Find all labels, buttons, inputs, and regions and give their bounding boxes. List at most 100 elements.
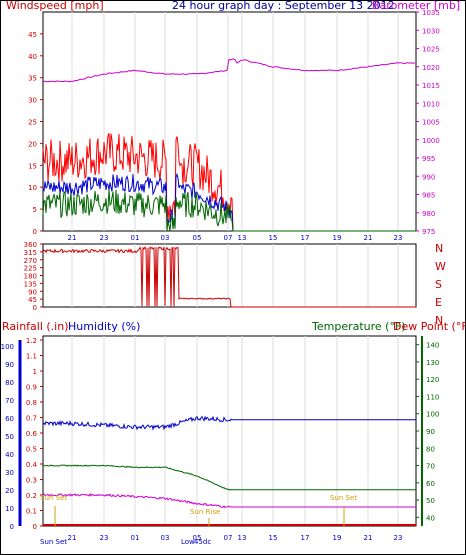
panel2-compass-letter: S [435,278,442,291]
panel2-frame [42,243,417,308]
temp-tick: 60 [426,480,435,488]
panel3-xtick: 23 [394,534,403,542]
temp-tick: 90 [426,428,435,436]
panel1-xtick: 01 [131,234,140,242]
panel1-xtick: 23 [394,234,403,242]
panel1-right-tick: 1035 [422,9,440,17]
rain-tick: 0.1 [26,508,37,516]
panel3-xtick: 13 [238,534,247,542]
panel1-frame [42,11,417,232]
humidity-tick: 20 [5,487,14,495]
panel1-right-tick: 1030 [422,27,440,35]
panel2-compass-letter: N [435,314,443,327]
panel3-xtick: 17 [301,534,310,542]
humidity-tick: 10 [5,505,14,513]
panel1-left-tick: 10 [28,184,37,192]
temp-tick: 140 [426,342,439,350]
panel3-xtick: 07 [224,534,233,542]
panel3-xtick: 03 [161,534,170,542]
rainfall-label: Rainfall (.in) [2,320,69,333]
panel3-frame [42,335,417,527]
panel1-right-tick: 990 [422,173,435,181]
panel1-xtick: 23 [100,234,109,242]
panel2-left-tick: 270 [24,257,37,265]
panel1-right-tick: 1005 [422,119,440,127]
rain-tick: 0.5 [26,446,37,454]
rain-tick: 0.3 [26,477,37,485]
wind-series-2 [42,189,416,232]
wind-direction-line [42,246,416,308]
sunset-marker-label-2: Sun Set [330,494,358,502]
panel1-right-tick: 975 [422,228,435,236]
humidity-tick: 70 [5,397,14,405]
panel2-left-tick: 90 [28,288,37,296]
sunset-marker-label-1: Sun Set [40,494,68,502]
panel1-xtick: 15 [269,234,278,242]
panel1-left-tick: 15 [28,162,37,170]
rain-tick: 1 [33,368,37,376]
panel2-left-tick: 45 [28,296,37,304]
rain-tick: 0.7 [26,415,37,423]
humidity-tick: 60 [5,415,14,423]
humidity-label: Humidity (%) [68,320,141,333]
panel1-left-tick: 25 [28,119,37,127]
barometer-title: Barometer [mb] [372,0,461,12]
chart-title: 24 hour graph day : September 13 2012 [172,0,395,12]
rain-tick: 0 [33,523,37,531]
humidity-tick: 100 [1,343,14,351]
panel2-left-tick: 180 [24,273,37,281]
panel1-right-tick: 995 [422,155,435,163]
panel1-left-tick: 40 [28,53,37,61]
panel2-left-tick: 315 [24,249,37,257]
panel2-compass-letter: W [435,260,446,273]
panel1-right-tick: 985 [422,192,435,200]
rain-tick: 1.2 [26,337,37,345]
panel3-xtick: 23 [100,534,109,542]
windspeed-title: Windspeed [mph] [6,0,104,12]
rain-tick: 0.8 [26,399,37,407]
rain-tick: 1.1 [26,353,37,361]
humidity-tick: 30 [5,469,14,477]
temp-tick: 130 [426,359,439,367]
panel1-right-tick: 1015 [422,82,440,90]
temp-tick: 120 [426,376,439,384]
panel3-xtick: 21 [364,534,373,542]
dewpoint-label: Dew Point (°F) [393,320,466,333]
rain-tick: 0.2 [26,492,37,500]
panel2-compass-letter: E [435,296,442,309]
panel1-xtick: 07 [224,234,233,242]
panel1-xtick: 17 [301,234,310,242]
panel1-xtick: 21 [68,234,77,242]
panel3-xtick: 05 [193,534,202,542]
humidity-tick: 80 [5,379,14,387]
bottom-low-label: Low [181,538,195,546]
panel2-left-tick: 0 [33,304,37,312]
panel1-xtick: 03 [161,234,170,242]
humidity-tick: 90 [5,361,14,369]
panel1-right-tick: 1000 [422,137,440,145]
humidity-tick: 50 [5,433,14,441]
humidity-tick: 0 [10,523,14,531]
panel1-xtick: 19 [333,234,342,242]
panel3-xtick: 15 [269,534,278,542]
panel1-left-tick: 20 [28,140,37,148]
panel1-left-tick: 0 [33,228,37,236]
temp-tick: 110 [426,393,439,401]
humidity-line [42,415,416,431]
panel1-right-tick: 1010 [422,100,440,108]
panel1-left-tick: 35 [28,75,37,83]
panel2-compass-letter: N [435,242,443,255]
temp-tick: 40 [426,514,435,522]
panel1-left-tick: 5 [33,206,37,214]
rain-tick: 0.9 [26,384,37,392]
panel1-xtick: 13 [238,234,247,242]
rain-tick: 0.4 [26,461,38,469]
panel1-xtick: 21 [364,234,373,242]
temp-tick: 100 [426,411,439,419]
panel3-xtick: 19 [333,534,342,542]
panel1-right-tick: 980 [422,210,435,218]
temperature-label: Temperature (°F) [312,320,406,333]
panel1-xtick: 05 [193,234,202,242]
panel1-right-tick: 1025 [422,46,440,54]
